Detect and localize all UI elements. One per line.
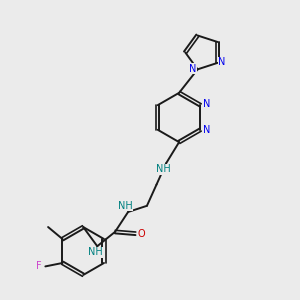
Text: NH: NH <box>88 248 103 257</box>
Text: NH: NH <box>156 164 171 174</box>
Text: N: N <box>218 57 226 67</box>
Text: NH: NH <box>118 201 133 211</box>
Text: N: N <box>202 125 210 136</box>
Text: N: N <box>202 100 210 110</box>
Text: O: O <box>138 229 146 238</box>
Text: N: N <box>189 64 197 74</box>
Text: F: F <box>36 261 42 272</box>
